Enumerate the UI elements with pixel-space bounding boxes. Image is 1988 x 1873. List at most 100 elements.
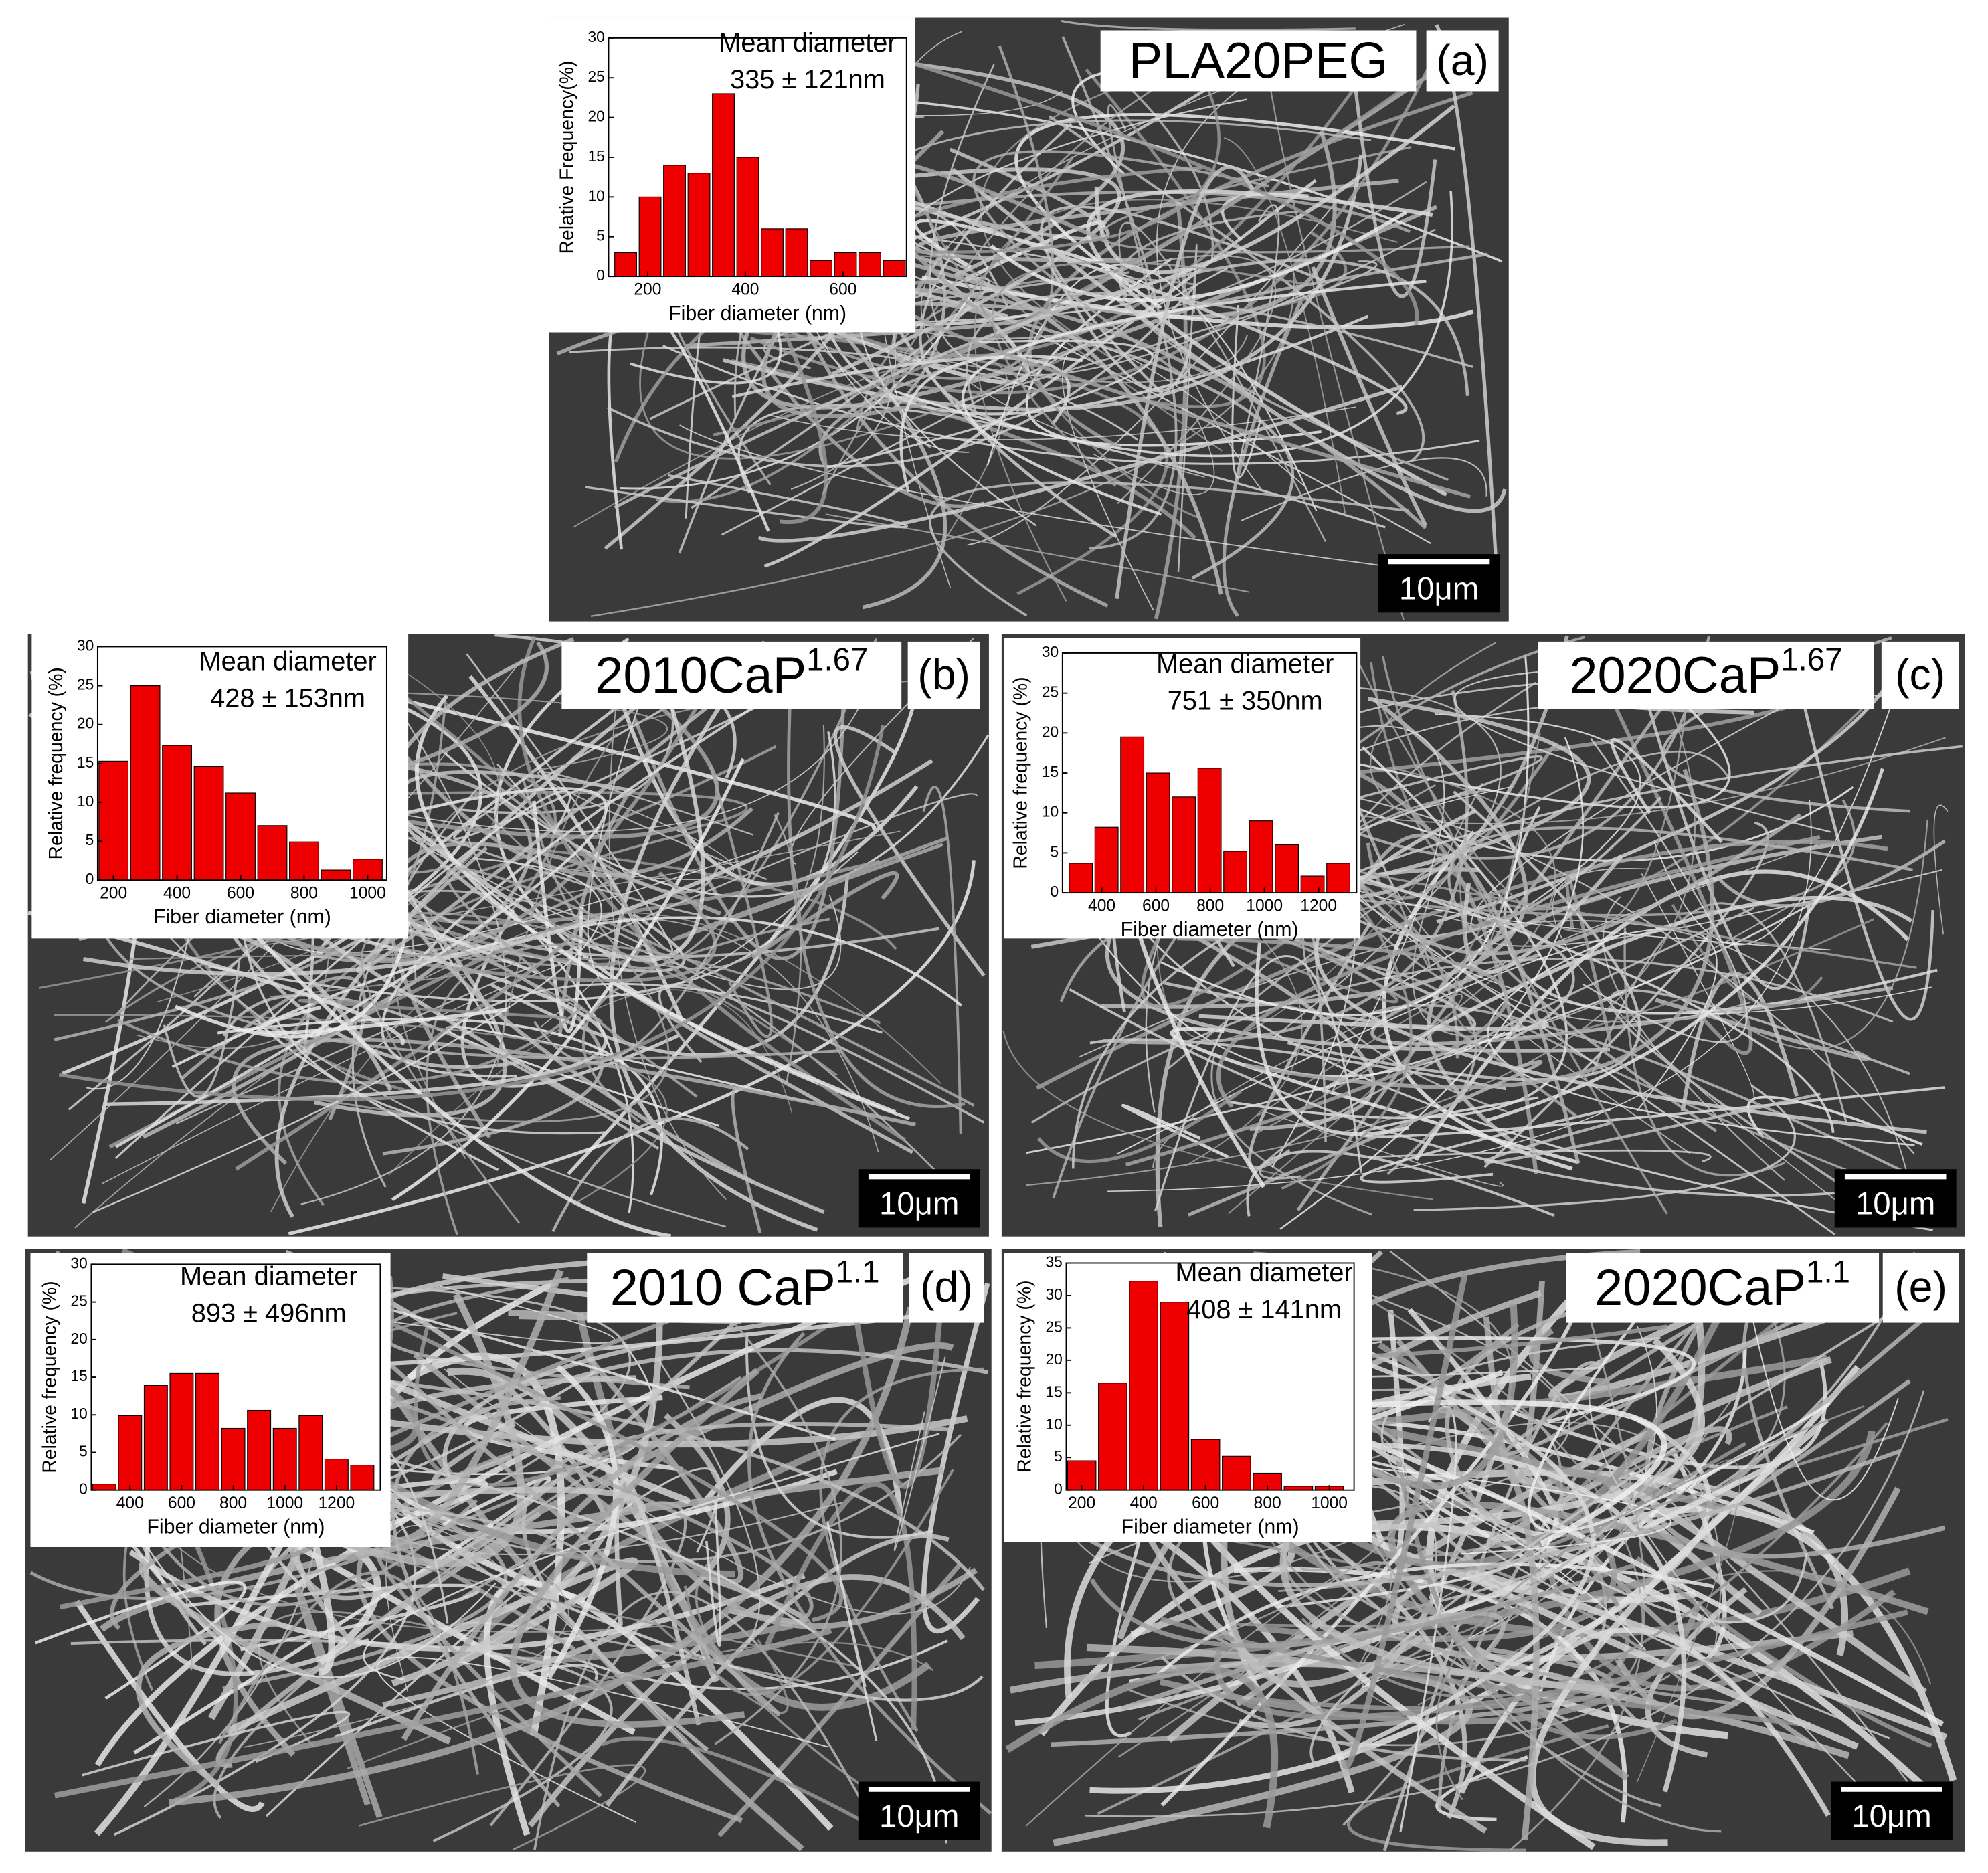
y-tick-label: 30 <box>1042 643 1059 660</box>
fiber <box>114 790 571 1159</box>
fiber <box>1390 1453 1808 1623</box>
fiber <box>94 1532 290 1836</box>
bar <box>761 228 784 277</box>
fiber <box>1214 1609 1908 1720</box>
fiber <box>509 1368 760 1728</box>
y-axis-title: Relative Frequency(%) <box>556 61 577 254</box>
fiber <box>114 787 608 1148</box>
fiber <box>1094 104 1456 275</box>
sample-label: PLA20PEG <box>1129 33 1388 90</box>
bar <box>324 1459 349 1491</box>
y-tick-label: 10 <box>1046 1415 1063 1433</box>
fiber <box>130 954 515 998</box>
fiber <box>334 1664 598 1739</box>
bar <box>1069 863 1093 893</box>
y-axis-title: Relative frequency (%) <box>46 667 67 859</box>
x-tick-label: 800 <box>219 1494 247 1512</box>
fiber <box>181 976 367 1120</box>
fiber <box>242 1322 691 1504</box>
annotation: Mean diameter <box>1156 649 1334 679</box>
fiber <box>1353 86 1437 298</box>
fiber <box>1259 907 1755 1180</box>
annotation: 335 ± 121nm <box>730 65 885 94</box>
y-tick-label: 20 <box>588 108 605 125</box>
panel-label: (e) <box>1894 1263 1947 1311</box>
fiber <box>672 836 947 941</box>
fiber <box>555 792 734 881</box>
fiber <box>601 1736 863 1823</box>
fiber <box>1435 1405 1865 1801</box>
fiber <box>1014 1447 1803 1726</box>
y-tick-label: 35 <box>1046 1253 1063 1270</box>
fiber <box>441 734 989 898</box>
fiber <box>1709 819 1928 1050</box>
fiber <box>477 1431 861 1664</box>
annotation: Mean diameter <box>199 647 376 677</box>
panel-label-box <box>909 1253 984 1323</box>
fiber <box>1341 1271 1469 1770</box>
fiber <box>117 1006 583 1085</box>
fiber <box>521 1422 952 1752</box>
y-tick-label: 0 <box>86 870 94 887</box>
fiber <box>893 191 1453 458</box>
bar <box>143 1385 168 1491</box>
fiber <box>1552 867 1853 1214</box>
fiber <box>1380 1336 1890 1740</box>
bar <box>810 260 832 277</box>
y-axis-title: Relative frequency (%) <box>1010 677 1032 869</box>
x-tick-label: 1000 <box>1311 1494 1348 1512</box>
fiber <box>1061 36 1178 550</box>
fiber <box>35 1581 247 1700</box>
y-axis-title: Relative frequency (%) <box>1014 1280 1035 1472</box>
y-tick-label: 10 <box>77 792 94 810</box>
panel-label: (c) <box>1895 650 1945 699</box>
panel-label-box <box>1882 1253 1959 1323</box>
fiber <box>533 812 780 1064</box>
fiber <box>683 1469 954 1696</box>
fiber <box>557 792 630 1037</box>
fiber <box>717 1563 961 1838</box>
fiber <box>99 1467 944 1632</box>
fiber <box>359 1764 646 1850</box>
x-tick-label: 400 <box>163 885 191 903</box>
fiber <box>967 203 1336 546</box>
x-tick-label: 600 <box>1142 897 1170 915</box>
sample-label: 2020CaP1.1 <box>1595 1254 1850 1316</box>
y-tick-label: 0 <box>1050 883 1059 900</box>
y-tick-label: 15 <box>70 1367 87 1385</box>
annotation: Mean diameter <box>719 28 896 58</box>
fiber <box>763 1481 917 1730</box>
fiber <box>1314 808 1927 1134</box>
fiber <box>171 916 963 1069</box>
fiber <box>1360 1107 1611 1184</box>
fiber <box>480 770 721 894</box>
panel-label: (b) <box>917 650 970 699</box>
fiber <box>336 1316 781 1716</box>
sample-name: 2020CaP <box>1595 1259 1806 1316</box>
fiber <box>232 1037 916 1165</box>
fiber <box>1591 902 1847 1124</box>
fiber <box>1009 1660 1850 1759</box>
fiber <box>376 1656 829 1823</box>
x-tick-label: 400 <box>731 280 759 298</box>
fiber <box>1370 642 1497 830</box>
panel-label-box <box>907 641 980 709</box>
fiber <box>341 725 825 970</box>
sample-label: 2020CaP1.67 <box>1569 642 1842 704</box>
x-tick-label: 200 <box>100 885 127 903</box>
fiber <box>1752 1321 1899 1501</box>
fiber <box>391 1396 561 1808</box>
fiber <box>1330 957 1477 1175</box>
y-tick-label: 5 <box>1054 1447 1063 1465</box>
sample-label-box <box>1566 1253 1880 1323</box>
bar <box>712 93 735 277</box>
bar <box>195 1372 219 1491</box>
x-tick-label: 1000 <box>266 1494 303 1512</box>
fiber <box>1224 137 1346 515</box>
sample-name: 2010CaP <box>595 647 806 704</box>
fiber <box>1436 687 1886 924</box>
plot-frame <box>90 1263 381 1491</box>
y-tick-label: 15 <box>588 147 605 165</box>
fiber <box>319 811 670 1123</box>
